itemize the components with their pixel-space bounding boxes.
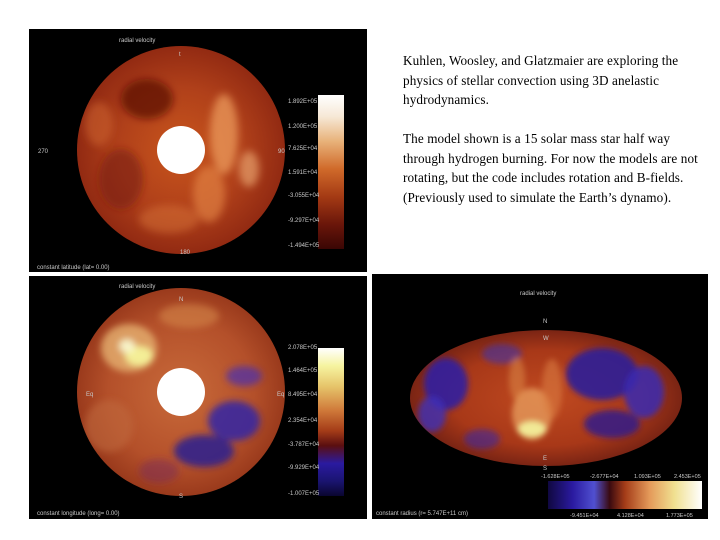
- description-paragraph-2: The model shown is a 15 solar mass star …: [403, 131, 698, 205]
- label-top: t: [179, 52, 181, 58]
- panel-footer: constant radius (r= 5.747E+11 cm): [376, 511, 468, 517]
- panel-title: radial velocity: [119, 38, 155, 44]
- label-left: 270: [38, 149, 49, 155]
- colorbar-tick: 1.200E+05: [288, 124, 318, 130]
- colorbar-tick: 4.128E+04: [617, 513, 644, 519]
- colorbar-tick: 2.354E+04: [288, 418, 318, 424]
- description-paragraph-1: Kuhlen, Woosley, and Glatzmaier are expl…: [403, 53, 679, 107]
- panel-title: radial velocity: [520, 291, 556, 297]
- colorbar-tick: -3.055E+04: [288, 193, 320, 199]
- label-bottom: S: [179, 494, 183, 500]
- colorbar-tick: -3.787E+04: [288, 442, 320, 448]
- colorbar-tick: 1.591E+04: [288, 170, 318, 176]
- simulation-panel-radius: radial velocity N W E S -1.628E+05 -2.67…: [372, 274, 708, 519]
- colorbar-tick: -9.451E+04: [570, 513, 599, 519]
- colorbar-tick: 7.625E+04: [288, 146, 318, 152]
- simulation-panel-latitude: radial velocity t 270 90 180 1.892E+05 1…: [29, 29, 367, 272]
- label-north: N: [543, 319, 547, 325]
- label-west: W: [543, 336, 549, 342]
- panel-footer: constant longitude (long= 0.00): [37, 511, 120, 517]
- label-left: Eq: [86, 392, 93, 398]
- colorbar: [318, 95, 344, 249]
- label-east: E: [543, 456, 547, 462]
- convection-plumes: [418, 344, 664, 449]
- colorbar-tick: 2.078E+05: [288, 345, 318, 351]
- colorbar-tick: 1.093E+05: [634, 474, 661, 480]
- convection-plumes: [85, 79, 259, 233]
- colorbar-tick: 1.892E+05: [288, 99, 318, 105]
- label-south: S: [543, 466, 547, 472]
- colorbar: [318, 348, 344, 496]
- colorbar-tick: -9.929E+04: [288, 465, 320, 471]
- colorbar-tick: 1.773E+05: [666, 513, 693, 519]
- label-right: Eq: [277, 392, 284, 398]
- convection-plumes: [85, 304, 262, 483]
- panel-title: radial velocity: [119, 284, 155, 290]
- colorbar-tick: -1.628E+05: [541, 474, 570, 480]
- panel-footer: constant latitude (lat= 0.00): [37, 265, 110, 271]
- core-hole: [157, 126, 205, 174]
- colorbar-tick: 1.464E+05: [288, 368, 318, 374]
- core-hole: [157, 368, 205, 416]
- colorbar-tick: -1.494E+05: [288, 243, 320, 249]
- colorbar-tick: -9.297E+04: [288, 218, 320, 224]
- colorbar-tick: 2.453E+05: [674, 474, 701, 480]
- colorbar-tick: -1.007E+05: [288, 491, 320, 497]
- label-bottom: 180: [180, 250, 191, 256]
- colorbar: [548, 481, 702, 509]
- label-right: 90: [278, 149, 285, 155]
- colorbar-tick: 8.495E+04: [288, 392, 318, 398]
- label-top: N: [179, 297, 183, 303]
- colorbar-tick: -2.677E+04: [590, 474, 619, 480]
- simulation-panel-longitude: radial velocity N Eq Eq S 2.078E+05 1.46…: [29, 276, 367, 519]
